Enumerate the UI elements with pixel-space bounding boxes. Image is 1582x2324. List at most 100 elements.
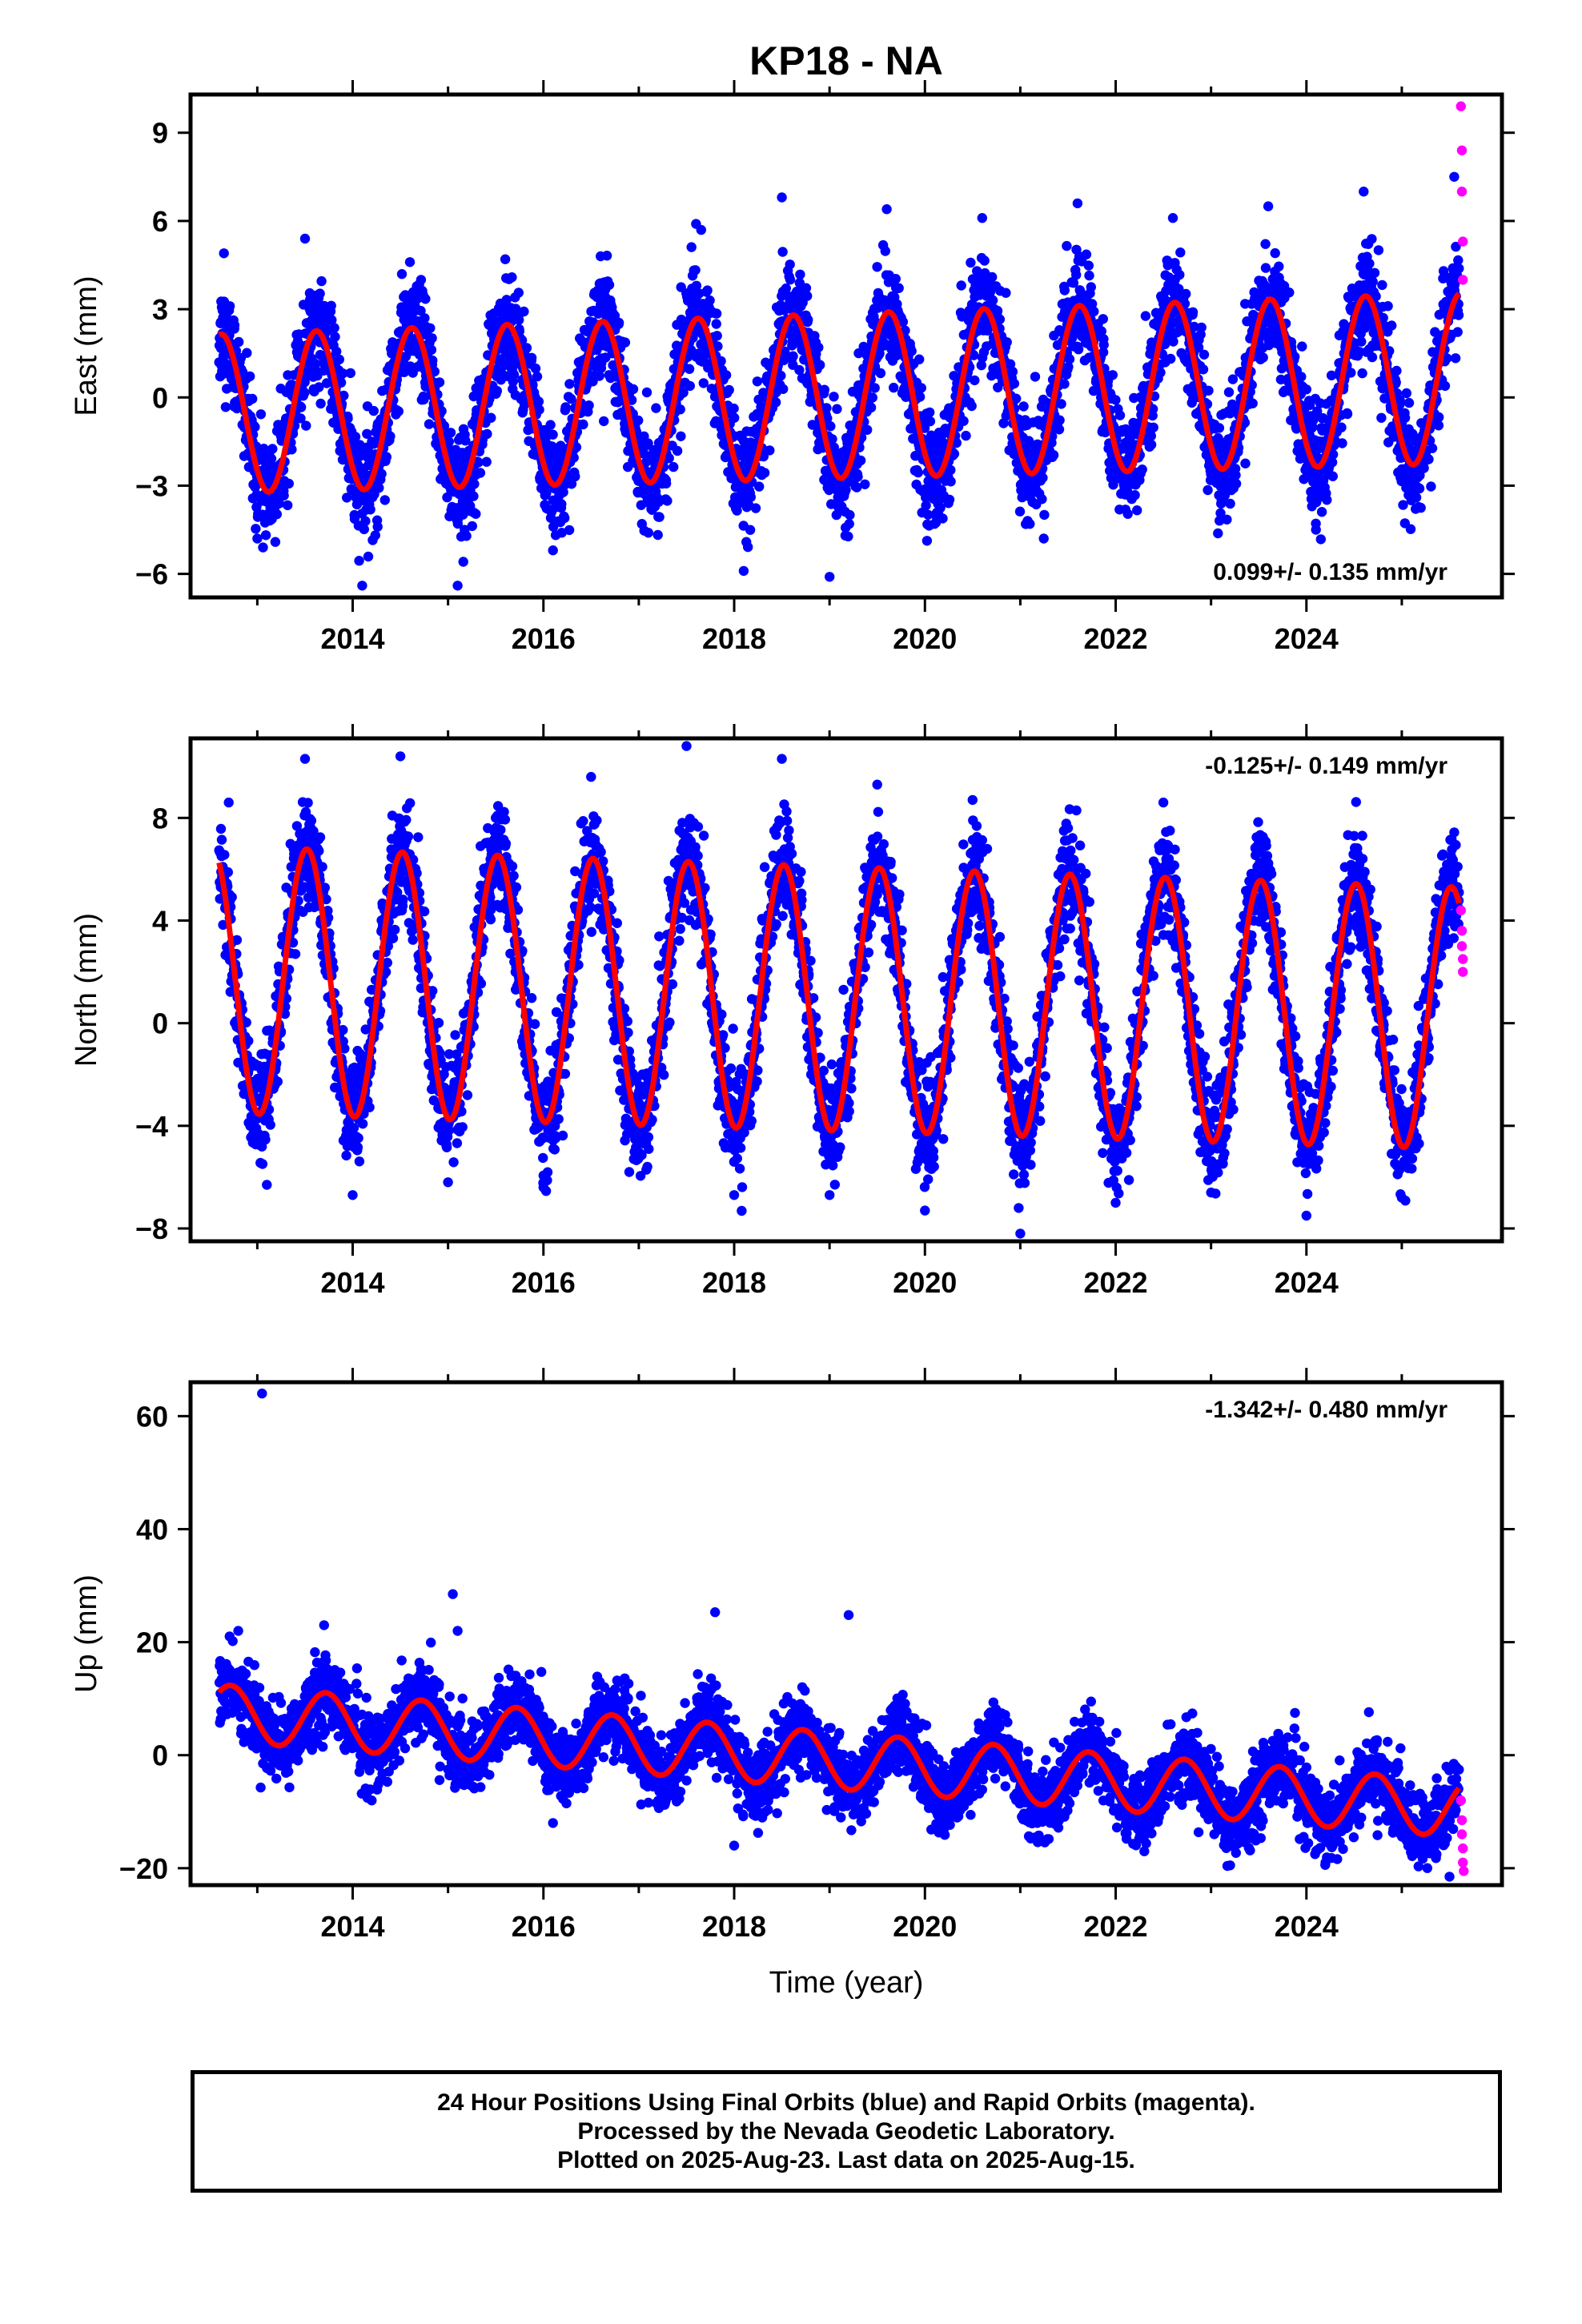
final-point — [329, 323, 339, 333]
final-point — [691, 219, 701, 229]
final-point — [825, 421, 836, 432]
final-point — [1383, 301, 1393, 312]
final-point — [1140, 311, 1151, 321]
final-point — [342, 493, 352, 503]
final-point — [691, 280, 702, 291]
final-point — [1367, 234, 1377, 244]
final-point — [1038, 472, 1048, 483]
final-point — [702, 285, 713, 296]
final-point — [416, 275, 427, 285]
final-point — [729, 403, 739, 414]
final-point — [250, 421, 260, 432]
final-point — [1114, 410, 1126, 420]
final-point — [258, 542, 268, 553]
final-point — [1083, 260, 1094, 271]
final-point — [738, 565, 749, 577]
final-point — [1223, 387, 1235, 397]
final-point — [880, 246, 891, 256]
final-point — [519, 306, 529, 317]
final-point — [672, 445, 683, 456]
final-point — [368, 405, 379, 416]
final-point — [460, 436, 471, 446]
rapid-point — [1456, 187, 1468, 197]
final-point — [556, 528, 567, 538]
final-point — [271, 509, 282, 520]
final-point — [560, 402, 571, 412]
final-point — [1059, 379, 1070, 389]
final-point — [925, 416, 936, 427]
final-point — [821, 403, 832, 413]
final-point — [822, 413, 833, 424]
final-point — [245, 371, 255, 382]
final-point — [1327, 457, 1338, 468]
final-point — [1084, 270, 1094, 281]
final-point — [219, 248, 229, 259]
final-point — [785, 259, 795, 270]
final-point — [260, 530, 271, 541]
final-point — [1405, 524, 1416, 534]
final-point — [613, 317, 624, 328]
final-point — [541, 488, 552, 498]
final-point — [1387, 320, 1397, 331]
final-orbit-points — [214, 224, 1464, 567]
final-point — [661, 478, 672, 489]
final-point — [419, 394, 429, 405]
final-point — [363, 551, 374, 562]
final-point — [925, 407, 935, 418]
final-point — [935, 502, 946, 513]
final-point — [1063, 361, 1074, 372]
final-point — [426, 344, 437, 356]
final-point — [445, 428, 456, 438]
final-point — [1068, 278, 1079, 288]
final-point — [961, 430, 971, 441]
final-point — [370, 530, 380, 541]
final-point — [1391, 377, 1401, 388]
final-point — [750, 503, 761, 513]
final-point — [1110, 395, 1121, 405]
final-point — [1270, 247, 1280, 259]
final-point — [1089, 306, 1099, 317]
final-point — [241, 1017, 251, 1028]
final-point — [475, 468, 486, 478]
final-point — [1357, 368, 1367, 379]
final-point — [921, 501, 931, 511]
final-point — [1001, 287, 1011, 298]
x-tick-label: 2018 — [702, 622, 766, 655]
final-point — [628, 384, 639, 395]
final-point — [643, 438, 653, 448]
final-point — [1342, 408, 1353, 420]
final-point — [1130, 490, 1140, 501]
y-tick-label: 9 — [152, 117, 168, 150]
final-point — [468, 491, 479, 501]
final-point — [1337, 438, 1347, 448]
final-point — [599, 416, 609, 427]
final-point — [1146, 440, 1157, 450]
final-point — [1096, 326, 1107, 336]
final-point — [231, 935, 243, 946]
final-point — [970, 375, 980, 386]
final-point — [843, 531, 853, 542]
final-point — [966, 400, 977, 412]
final-point — [801, 283, 812, 293]
final-point — [827, 434, 837, 444]
final-point — [548, 545, 558, 556]
final-point — [711, 319, 721, 329]
final-point — [335, 377, 347, 388]
final-point — [684, 364, 695, 374]
final-point — [1427, 443, 1438, 453]
final-point — [247, 393, 258, 404]
final-point — [310, 359, 321, 369]
final-point — [1369, 267, 1380, 278]
rapid-point — [1456, 101, 1467, 111]
final-point — [923, 509, 934, 520]
final-point — [365, 505, 375, 515]
final-orbit-points — [214, 797, 1464, 1216]
final-point — [832, 404, 842, 414]
final-point — [560, 513, 570, 524]
final-point — [1098, 314, 1109, 324]
final-point — [946, 476, 956, 487]
y-tick-label: 0 — [152, 381, 168, 414]
final-point — [1439, 380, 1451, 392]
final-point — [1038, 533, 1049, 544]
